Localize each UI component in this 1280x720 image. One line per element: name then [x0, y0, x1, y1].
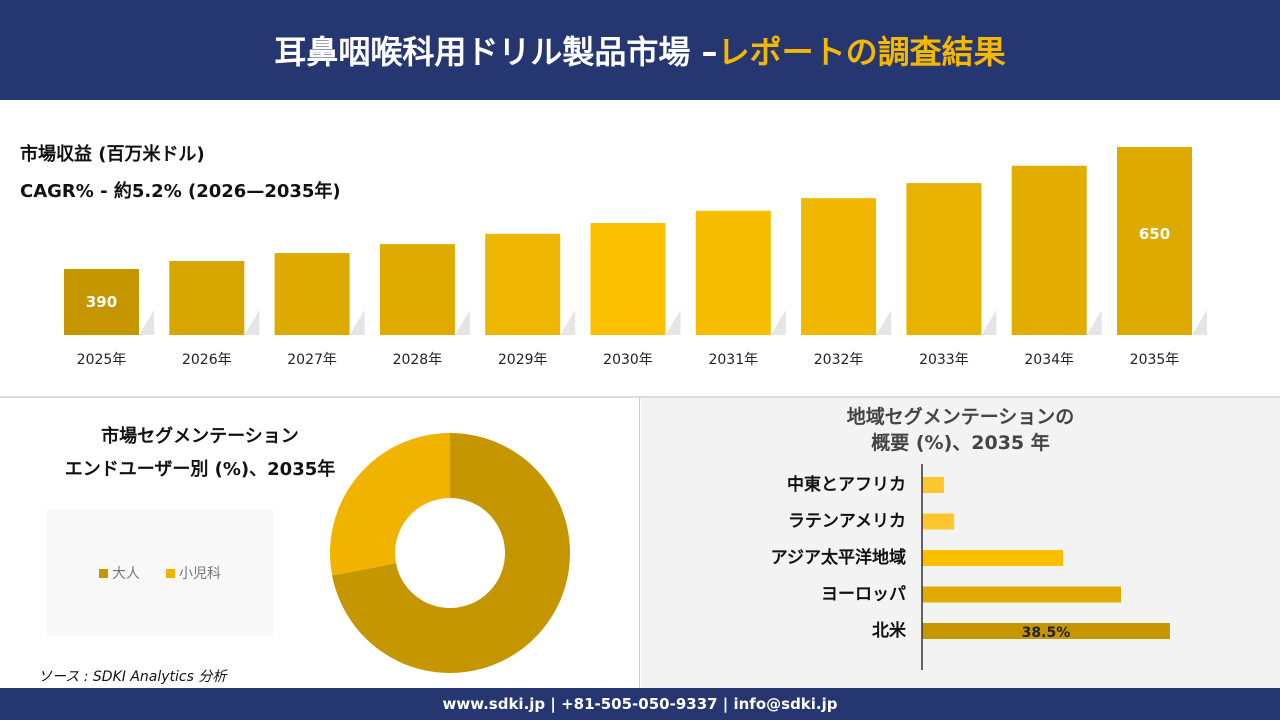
- legend-item-adult: 大人: [99, 563, 140, 583]
- revenue-chart-title: 市場収益 (百万米ドル): [20, 144, 205, 165]
- x-tick-label: 2026年: [182, 352, 232, 368]
- bar-shadow: [454, 310, 470, 335]
- end-user-title-line1: 市場セグメンテーション: [101, 426, 299, 447]
- x-tick-label: 2032年: [814, 352, 864, 368]
- regional-title-line1: 地域セグメンテーションの: [846, 406, 1075, 428]
- x-tick-label: 2025年: [77, 352, 127, 368]
- revenue-bar: [906, 183, 982, 335]
- region-data-label: 38.5%: [1022, 625, 1071, 641]
- revenue-bar: [274, 253, 350, 335]
- bar-shadow: [349, 310, 365, 335]
- regional-title-line2: 概要 (%)、2035 年: [871, 432, 1050, 454]
- x-tick-label: 2029年: [498, 352, 548, 368]
- x-tick-label: 2027年: [287, 352, 337, 368]
- bar-shadow: [876, 310, 892, 335]
- region-label: ラテンアメリカ: [788, 512, 906, 532]
- legend-label: 小児科: [179, 566, 221, 582]
- end-user-title: 市場セグメンテーション エンドユーザー別 (%)、2035年: [40, 420, 360, 486]
- bar-shadow: [1192, 310, 1207, 335]
- donut-slice-adult: [332, 433, 570, 673]
- end-user-donut-chart: [330, 433, 570, 673]
- region-label: アジア太平洋地域: [771, 547, 906, 568]
- region-label: 北米: [872, 620, 907, 641]
- bar-shadow: [560, 310, 576, 335]
- bar-shadow: [770, 310, 786, 335]
- bar-shadow: [244, 310, 260, 335]
- x-tick-label: 2034年: [1024, 352, 1074, 368]
- source-note: ソース : SDKI Analytics 分析: [38, 669, 227, 685]
- footer: www.sdki.jp | +81-505-050-9337 | info@sd…: [0, 688, 1280, 720]
- revenue-chart-panel: 市場収益 (百万米ドル) CAGR% - 約5.2% (2026—2035年) …: [0, 100, 1280, 396]
- revenue-bar: [1011, 165, 1087, 335]
- region-bar: [922, 513, 955, 530]
- x-tick-label: 2030年: [603, 352, 653, 368]
- bar-shadow: [981, 310, 997, 335]
- revenue-bar: [695, 210, 771, 335]
- region-label: 中東とアフリカ: [787, 474, 906, 495]
- revenue-bar: [379, 244, 455, 335]
- regional-title: 地域セグメンテーションの 概要 (%)、2035 年: [641, 404, 1280, 456]
- legend-swatch: [166, 569, 175, 578]
- legend-item-pediatric: 小児科: [166, 563, 221, 583]
- region-bar: [922, 550, 1064, 566]
- revenue-bar: [590, 223, 666, 335]
- bar-shadow: [139, 310, 154, 335]
- x-tick-label: 2033年: [919, 352, 969, 368]
- region-bar: [922, 623, 1170, 639]
- revenue-bar: [485, 233, 561, 335]
- revenue-bar: [801, 198, 877, 335]
- header: 耳鼻咽喉科用ドリル製品市場 – レポートの調査結果: [0, 0, 1280, 100]
- legend-swatch: [99, 569, 108, 578]
- x-tick-label: 2035年: [1130, 352, 1180, 368]
- donut-slice-pediatric: [330, 433, 450, 576]
- revenue-bar: [1117, 146, 1192, 335]
- bar-data-label: 390: [86, 293, 117, 311]
- revenue-bar-chart: 2025年 390 2026年 2027年 2028年 2029年 2030年 2031年 20…: [64, 146, 1207, 368]
- revenue-bar: [64, 269, 139, 335]
- x-tick-label: 2028年: [393, 352, 443, 368]
- x-tick-label: 2031年: [708, 352, 758, 368]
- bar-shadow: [665, 310, 681, 335]
- bar-shadow: [1086, 310, 1102, 335]
- footer-contact[interactable]: www.sdki.jp | +81-505-050-9337 | info@sd…: [442, 695, 838, 713]
- donut-legend: 大人 小児科: [47, 510, 273, 636]
- divider: [0, 396, 1280, 398]
- region-bar: [922, 586, 1121, 603]
- cagr-subtitle: CAGR% - 約5.2% (2026—2035年): [20, 181, 341, 202]
- end-user-title-line2: エンドユーザー別 (%)、2035年: [64, 459, 336, 480]
- title-main: 耳鼻咽喉科用ドリル製品市場 –: [274, 33, 718, 71]
- legend-label: 大人: [112, 566, 140, 582]
- bar-data-label: 650: [1139, 225, 1170, 243]
- region-label: ヨーロッパ: [821, 585, 906, 605]
- region-bar: [922, 477, 944, 493]
- title-highlight: レポートの調査結果: [717, 33, 1006, 71]
- regional-panel: 地域セグメンテーションの 概要 (%)、2035 年 中東とアフリカ ラテンアメリ…: [641, 398, 1280, 688]
- revenue-bar: [169, 261, 245, 335]
